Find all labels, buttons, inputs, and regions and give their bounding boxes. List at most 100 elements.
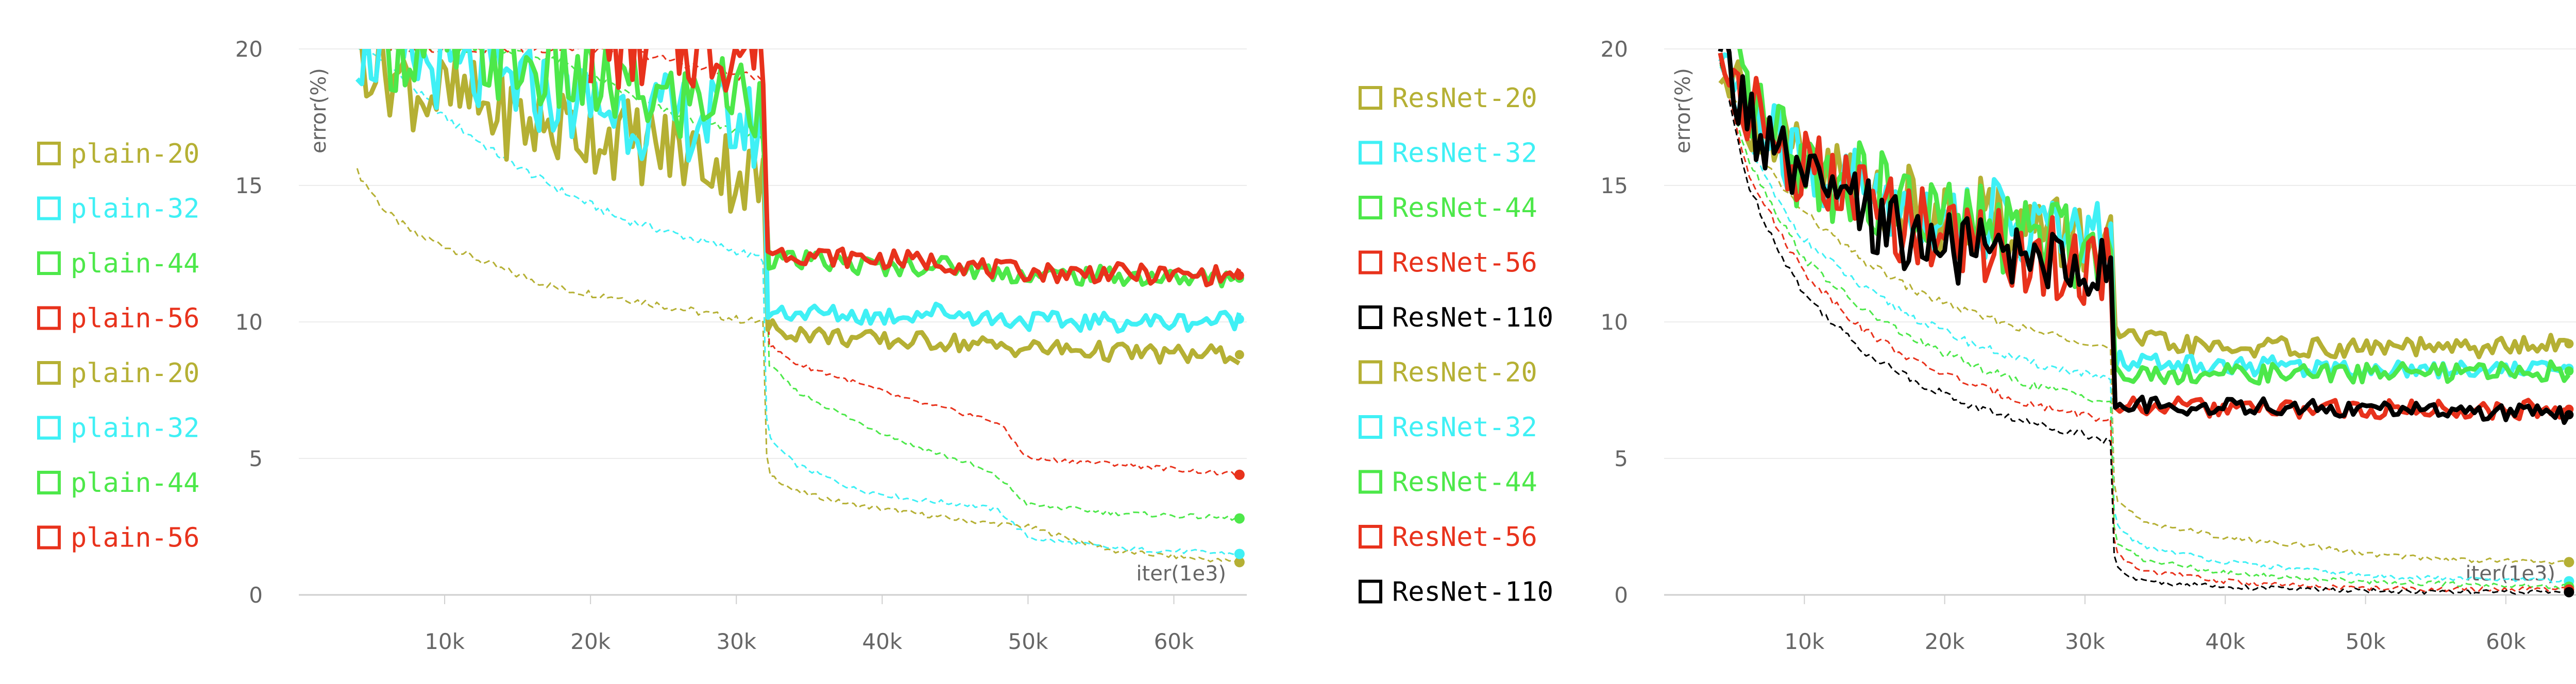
legend-item[interactable]: plain-44: [37, 468, 199, 499]
x-tick-label: 40k: [2205, 629, 2245, 654]
x-tick-label: 10k: [425, 629, 465, 654]
legend-swatch: [37, 471, 61, 494]
legend-swatch: [1359, 86, 1382, 110]
x-tick-label: 60k: [1154, 629, 1194, 654]
x-tick-label: 50k: [2346, 629, 2386, 654]
legend-swatch: [37, 361, 61, 385]
series-end-marker: [1234, 557, 1245, 568]
x-tick-label: 50k: [1008, 629, 1048, 654]
plot-area: [355, 49, 1242, 563]
x-tick-label: 30k: [716, 629, 756, 654]
legend-label: plain-44: [71, 248, 199, 279]
x-tick-label: 60k: [2486, 629, 2526, 654]
series-line-resnet-32-train: [1719, 66, 2567, 584]
legend-item[interactable]: ResNet-110: [1359, 577, 1553, 608]
series-end-marker: [2564, 366, 2574, 376]
legend-item[interactable]: ResNet-56: [1359, 522, 1537, 553]
legend-item[interactable]: ResNet-20: [1359, 83, 1537, 114]
legend-swatch: [37, 306, 61, 330]
series-line-plain-56-test: [588, 49, 1242, 287]
legend-label: ResNet-32: [1392, 138, 1537, 169]
x-tick-label: 30k: [2065, 629, 2105, 654]
series-line-resnet-44-test: [1737, 49, 2571, 386]
legend-swatch: [1359, 141, 1382, 165]
series-line-plain-44-test: [385, 49, 1237, 288]
legend-label: ResNet-56: [1392, 248, 1537, 279]
legend-label: plain-44: [71, 468, 199, 499]
series-line-resnet-44-train: [1719, 64, 2567, 590]
series-line-resnet-56-train: [1719, 61, 2567, 593]
legend-swatch: [1359, 250, 1382, 275]
legend-label: plain-56: [71, 523, 199, 554]
series-line-resnet-56-test: [1718, 52, 2570, 421]
legend-swatch: [37, 196, 61, 220]
legend-label: ResNet-44: [1392, 193, 1537, 224]
series-end-marker: [1234, 350, 1244, 360]
legend-label: plain-56: [71, 303, 199, 334]
legend-item[interactable]: ResNet-32: [1359, 138, 1537, 169]
series-end-marker: [1234, 513, 1245, 524]
x-tick-label: 40k: [862, 629, 902, 654]
legend-item[interactable]: ResNet-44: [1359, 467, 1537, 498]
series-line-resnet-110-test: [1718, 49, 2571, 425]
series-line-plain-32-train: [358, 49, 1238, 556]
x-axis-label: iter(1e3): [1136, 562, 1226, 586]
legend-item[interactable]: plain-56: [37, 523, 199, 554]
series-end-marker: [1234, 469, 1245, 480]
legend-swatch: [37, 142, 61, 165]
legend-label: plain-32: [71, 194, 199, 225]
legend-item[interactable]: plain-32: [37, 413, 199, 444]
legend-label: ResNet-110: [1392, 302, 1553, 333]
y-tick-label: 0: [249, 583, 263, 608]
legend-item[interactable]: ResNet-32: [1359, 412, 1537, 443]
y-tick-label: 20: [235, 37, 263, 62]
x-axis-label: iter(1e3): [2465, 562, 2555, 586]
legend-swatch: [1359, 305, 1382, 329]
legend-item[interactable]: ResNet-110: [1359, 302, 1553, 333]
y-axis-label: error(%): [307, 68, 331, 153]
legend-label: ResNet-20: [1392, 83, 1537, 114]
legend-swatch: [1359, 579, 1382, 604]
legend-label: plain-20: [71, 139, 199, 169]
legend-item[interactable]: plain-56: [37, 303, 199, 334]
legend-label: ResNet-110: [1392, 577, 1553, 608]
x-tick-label: 10k: [1784, 629, 1824, 654]
legend-label: ResNet-44: [1392, 467, 1537, 498]
series-end-marker: [1234, 549, 1245, 559]
legend-swatch: [1359, 470, 1382, 494]
legend-swatch: [1359, 415, 1382, 439]
legend-item[interactable]: ResNet-56: [1359, 248, 1537, 279]
legend-item[interactable]: ResNet-44: [1359, 193, 1537, 224]
series-end-marker: [2564, 339, 2574, 349]
legend-label: plain-20: [71, 358, 199, 389]
resnet-panel: 0 5 10 15 20 10k 20k 30k 40k 50k 60k error(%) iter(1…: [1359, 37, 2576, 654]
series-line-plain-32-test: [355, 49, 1242, 334]
plain-networks-panel: 0 5 10 15 20 10k 20k 30k 40k 50k 60k error(%) iter(1…: [37, 37, 1247, 654]
y-tick-label: 0: [1614, 583, 1628, 608]
series-end-marker: [2564, 587, 2574, 597]
series-line-plain-20-train: [356, 168, 1238, 563]
series-line-plain-56-train: [386, 49, 1240, 478]
y-axis-label: error(%): [1671, 68, 1695, 153]
legend-swatch: [1359, 525, 1382, 549]
legend-swatch: [1359, 360, 1382, 384]
legend-item[interactable]: ResNet-20: [1359, 357, 1537, 388]
plot-area: [1718, 49, 2571, 595]
y-tick-label: 10: [235, 310, 263, 335]
series-end-marker: [1234, 314, 1244, 324]
y-tick-label: 5: [249, 446, 263, 471]
legend-item[interactable]: plain-20: [37, 139, 199, 169]
y-tick-label: 15: [1601, 173, 1628, 198]
series-end-marker: [2564, 410, 2574, 420]
x-tick-label: 20k: [1925, 629, 1965, 654]
legend-swatch: [37, 416, 61, 440]
legend-item[interactable]: plain-44: [37, 248, 199, 279]
y-tick-label: 20: [1601, 37, 1628, 62]
legend-item[interactable]: plain-32: [37, 194, 199, 225]
series-line-resnet-110-train: [1719, 62, 2567, 595]
legend-item[interactable]: plain-20: [37, 358, 199, 389]
y-tick-label: 15: [235, 173, 263, 198]
y-tick-label: 10: [1601, 310, 1628, 335]
series-line-resnet-32-test: [1718, 52, 2570, 380]
